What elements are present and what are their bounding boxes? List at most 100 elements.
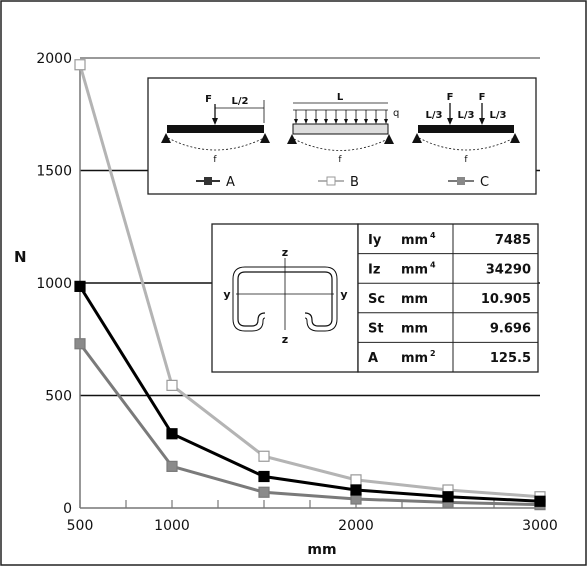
property-unit: mm (401, 322, 428, 337)
deflection-label-b: f (338, 155, 342, 165)
legend-label-a: A (226, 175, 235, 190)
x-axis-label: mm (307, 542, 336, 558)
property-symbol: A (368, 351, 378, 366)
dim-label-c2: L/3 (458, 110, 475, 121)
data-point-a (258, 470, 270, 483)
series-layer (74, 59, 546, 511)
property-unit: mm (401, 351, 428, 366)
distributed-load-arrows (294, 110, 388, 124)
data-point-b (258, 450, 270, 462)
series-line-b (78, 64, 541, 499)
support-b-left (287, 134, 297, 144)
axis-z-top: z (282, 246, 288, 259)
udl-arrowhead (364, 119, 368, 124)
data-point-b (74, 59, 86, 71)
load-case-c: F F L/3 L/3 L/3 f C (412, 92, 520, 190)
data-point-a (166, 428, 178, 440)
load-case-b: L q f B (287, 92, 399, 190)
x-tick-label: 500 (67, 518, 94, 534)
data-point-b (166, 379, 178, 391)
axis-z-bottom: z (282, 333, 288, 346)
beam-b (292, 123, 389, 135)
data-point-a (442, 491, 454, 503)
beam-a (167, 125, 264, 133)
udl-arrowhead (294, 119, 298, 124)
deflection-curve-a (167, 137, 265, 151)
data-point-c (166, 460, 178, 472)
c-channel-profile-outer (237, 271, 333, 327)
load-case-panel: F L/2 f A L q f B (147, 77, 537, 195)
support-a-left (161, 133, 171, 143)
support-c-left (412, 133, 422, 143)
beam-c (418, 125, 514, 133)
y-tick-label: 0 (63, 501, 72, 517)
series-line-a (78, 285, 541, 503)
udl-arrowhead (334, 119, 338, 124)
support-b-right (384, 134, 394, 144)
y-ticks: 0 500 1000 1500 2000 (36, 51, 72, 517)
property-symbol: Iz (368, 262, 380, 277)
support-c-right (510, 133, 520, 143)
force-arrowhead-c1 (447, 118, 453, 125)
dim-label-a: L/2 (232, 96, 249, 107)
force-label-a: F (205, 94, 212, 105)
data-point-a (74, 280, 86, 292)
load-case-a: F L/2 f A (161, 94, 270, 190)
data-point-b (350, 474, 362, 486)
force-label-c2: F (479, 92, 486, 103)
deflection-curve-b (293, 138, 389, 151)
y-tick-label: 500 (45, 389, 72, 405)
udl-arrowhead (324, 119, 328, 124)
property-symbol: Iy (368, 233, 382, 248)
deflection-label-a: f (213, 155, 217, 165)
property-unit-exponent: 4 (430, 231, 436, 240)
property-symbol: St (368, 322, 384, 337)
support-a-right (260, 133, 270, 143)
property-unit: mm (401, 233, 428, 248)
c-channel-profile-inner (232, 266, 338, 332)
property-unit-exponent: 2 (430, 349, 436, 358)
property-unit: mm (401, 262, 428, 277)
dim-label-c1: L/3 (426, 110, 443, 121)
force-arrowhead-a (212, 118, 218, 125)
y-axis-label: N (14, 248, 27, 266)
deflection-curve-c (418, 137, 515, 151)
legend-label-c: C (480, 175, 489, 190)
udl-arrowhead (314, 119, 318, 124)
data-point-a (534, 495, 546, 507)
udl-arrowhead (344, 119, 348, 124)
data-point-c (258, 486, 270, 498)
property-value: 9.696 (490, 322, 531, 337)
series-line-c (78, 342, 541, 507)
force-label-c1: F (447, 92, 454, 103)
properties-table (357, 223, 539, 373)
property-value: 10.905 (481, 292, 531, 307)
property-unit-exponent: 4 (430, 260, 436, 269)
deflection-label-c: f (464, 155, 468, 165)
x-ticks: 500 1000 2000 3000 (67, 500, 558, 534)
property-value: 7485 (495, 233, 531, 248)
length-label-b: L (337, 92, 344, 103)
property-value: 125.5 (490, 351, 531, 366)
udl-arrowhead (304, 119, 308, 124)
x-tick-label: 3000 (522, 518, 558, 534)
load-label-b: q (393, 108, 399, 119)
force-arrowhead-c2 (479, 118, 485, 125)
data-point-c (74, 338, 86, 350)
y-tick-label: 1000 (36, 276, 72, 292)
legend-marker-b (326, 176, 336, 186)
udl-arrowhead (374, 119, 378, 124)
udl-arrowhead (384, 119, 388, 124)
data-point-a (350, 484, 362, 496)
y-tick-label: 2000 (36, 51, 72, 67)
x-tick-label: 1000 (154, 518, 190, 534)
property-value: 34290 (486, 262, 531, 277)
y-tick-label: 1500 (36, 164, 72, 180)
load-case-box (147, 77, 537, 195)
property-symbol: Sc (368, 292, 385, 307)
dim-label-c3: L/3 (490, 110, 507, 121)
